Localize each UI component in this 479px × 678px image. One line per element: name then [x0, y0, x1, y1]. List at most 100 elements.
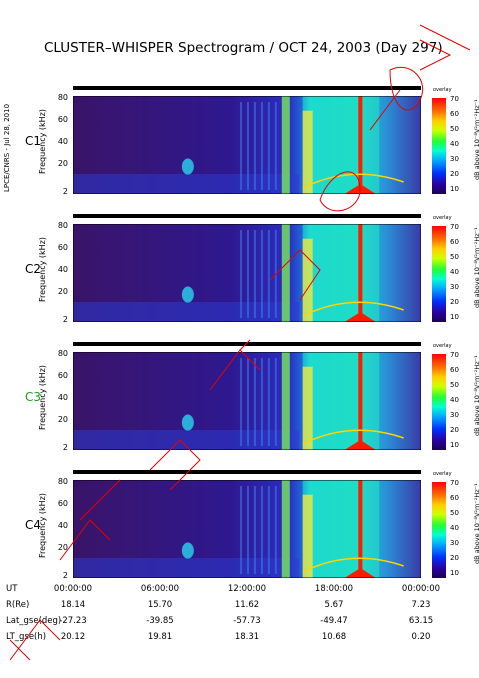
y-tick-label: 20: [57, 159, 68, 168]
y-axis-label: Frequency (kHz): [38, 493, 47, 558]
emission-streak: [267, 358, 270, 446]
emission-streak: [302, 110, 313, 194]
spectrogram-image: [73, 480, 421, 578]
y-axis-label: Frequency (kHz): [38, 237, 47, 302]
colorbar-tick-label: 50: [450, 253, 459, 261]
y-tick-label: 80: [57, 349, 68, 358]
colorbar-tick-label: 50: [450, 125, 459, 133]
x-axis-value: 11.62: [234, 600, 260, 610]
resonance-line: [358, 480, 363, 578]
emission-streak: [267, 230, 270, 318]
x-axis-value: -49.47: [320, 616, 348, 626]
resonance-line: [358, 352, 363, 450]
spectrogram-panel-c4: C4 Frequency (kHz) 80 60 40 20 2 overlay 70 60 50 4…: [0, 466, 479, 591]
resonance-peak: [344, 568, 376, 578]
plasma-region: [302, 352, 380, 450]
x-axis-value: 63.15: [408, 616, 434, 626]
y-tick-label: 80: [57, 221, 68, 230]
x-axis-value: 0.20: [411, 632, 431, 642]
y-tick-label: 40: [57, 393, 68, 402]
emission-streak: [240, 358, 243, 446]
colorbar-tick-label: 20: [450, 554, 459, 562]
x-axis-row: UT 00:00:00 06:00:00 12:00:00 18:00:00 00:00:…: [0, 584, 479, 596]
emission-streak: [240, 230, 243, 318]
x-axis-table: UT 00:00:00 06:00:00 12:00:00 18:00:00 00:00:…: [0, 584, 479, 664]
y-tick-label: 40: [57, 521, 68, 530]
spacecraft-label: C2: [25, 262, 42, 276]
low-frequency-band: [73, 174, 300, 194]
x-axis-value: 18.14: [60, 600, 86, 610]
x-axis-value: 00:00:00: [53, 584, 93, 594]
spectrogram-image: [73, 224, 421, 322]
x-axis-row: R(Re) 18.14 15.70 11.62 5.67 7.23: [0, 600, 479, 612]
x-axis-value: 19.81: [147, 632, 173, 642]
emission-streak: [302, 366, 313, 450]
colorbar: [432, 354, 446, 450]
emission-streak: [260, 230, 263, 318]
x-axis-row-label: LT_gse(h): [6, 632, 47, 642]
plasma-region: [302, 96, 380, 194]
plasma-region: [302, 480, 380, 578]
spacecraft-label: C3: [25, 390, 42, 404]
spectrogram-plot: [73, 96, 421, 194]
emission-streak: [247, 358, 249, 446]
y-tick-label: 60: [57, 499, 68, 508]
y-tick-label: 60: [57, 115, 68, 124]
colorbar: [432, 482, 446, 578]
status-bar: [73, 214, 421, 218]
colorbar-tick-label: 10: [450, 185, 459, 193]
emission-streak: [302, 494, 313, 578]
x-axis-value: 10.68: [321, 632, 347, 642]
plasma-region: [302, 224, 380, 322]
emission-streak: [267, 486, 270, 574]
emission-curve: [302, 429, 404, 445]
colorbar-header: overlay: [433, 215, 452, 221]
y-tick-label: 2: [62, 187, 68, 196]
y-tick-label: 80: [57, 93, 68, 102]
colorbar-tick-label: 20: [450, 426, 459, 434]
spectrogram-panel-c1: C1 Frequency (kHz) 80 60 40 20 2 overlay 70 60 50 4…: [0, 82, 479, 207]
colorbar-label: dB above 10⁻⁸V²m⁻²Hz⁻¹: [473, 99, 479, 180]
colorbar: [432, 226, 446, 322]
colorbar-tick-label: 60: [450, 366, 459, 374]
emission-streak: [281, 480, 290, 578]
colorbar-tick-label: 70: [450, 223, 459, 231]
x-axis-value: 12:00:00: [227, 584, 267, 594]
emission-streak: [260, 102, 263, 190]
emission-blob: [181, 158, 194, 175]
colorbar-header: overlay: [433, 87, 452, 93]
colorbar-tick-label: 60: [450, 494, 459, 502]
colorbar-tick-label: 10: [450, 569, 459, 577]
colorbar: [432, 98, 446, 194]
y-tick-label: 80: [57, 477, 68, 486]
emission-streak: [253, 230, 256, 318]
x-axis-value: 5.67: [324, 600, 344, 610]
emission-streak: [274, 102, 277, 190]
emission-streak: [240, 486, 243, 574]
colorbar-tick-label: 30: [450, 411, 459, 419]
emission-blob: [181, 414, 194, 431]
y-tick-label: 2: [62, 315, 68, 324]
emission-blob: [181, 286, 194, 303]
colorbar-tick-label: 30: [450, 539, 459, 547]
emission-streak: [281, 224, 290, 322]
colorbar-tick-label: 40: [450, 396, 459, 404]
colorbar-tick-label: 50: [450, 509, 459, 517]
emission-streak: [247, 486, 249, 574]
x-axis-value: -39.85: [146, 616, 174, 626]
emission-streak: [240, 102, 243, 190]
emission-streak: [253, 102, 256, 190]
emission-streak: [260, 358, 263, 446]
emission-streak: [274, 230, 277, 318]
colorbar-tick-label: 40: [450, 524, 459, 532]
spectrogram-image: [73, 96, 421, 194]
colorbar-header: overlay: [433, 343, 452, 349]
spectrogram-panel-c3: C3 Frequency (kHz) 80 60 40 20 2 overlay 70 60 50 4…: [0, 338, 479, 463]
x-axis-value: 7.23: [411, 600, 431, 610]
y-axis-label: Frequency (kHz): [38, 365, 47, 430]
x-axis-value: 06:00:00: [140, 584, 180, 594]
colorbar-tick-label: 70: [450, 351, 459, 359]
status-bar: [73, 470, 421, 474]
spectrogram-panel-c2: C2 Frequency (kHz) 80 60 40 20 2 overlay 70 60 50 4…: [0, 210, 479, 335]
emission-streak: [247, 230, 249, 318]
